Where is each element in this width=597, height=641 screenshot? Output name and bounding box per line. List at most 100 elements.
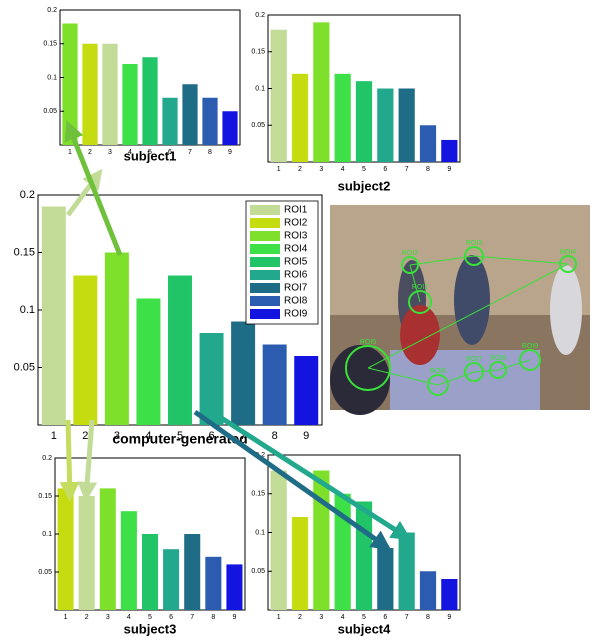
bar	[335, 74, 351, 162]
y-tick-label: 0.1	[255, 529, 265, 536]
legend-swatch	[250, 218, 280, 228]
bar	[271, 30, 287, 162]
x-tick-label: 6	[383, 166, 387, 173]
y-tick-label: 0.05	[251, 568, 265, 575]
bar	[102, 44, 117, 145]
photo-person	[454, 255, 490, 345]
bar	[142, 57, 157, 145]
x-tick-label: 4	[341, 166, 345, 173]
photo-person	[550, 265, 582, 355]
x-tick-label: 5	[148, 614, 152, 621]
chart-title: subject2	[338, 178, 391, 193]
x-tick-label: 2	[82, 430, 88, 442]
x-tick-label: 5	[362, 614, 366, 621]
roi-label: ROI1	[412, 284, 428, 291]
x-tick-label: 1	[277, 166, 281, 173]
legend-swatch	[250, 244, 280, 254]
roi-label: ROI8	[490, 355, 506, 362]
roi-label: ROI4	[560, 249, 576, 256]
photo-person	[330, 345, 390, 415]
roi-label: ROI7	[466, 356, 482, 363]
x-tick-label: 3	[106, 614, 110, 621]
x-tick-label: 7	[188, 149, 192, 156]
y-tick-label: 0.2	[42, 455, 52, 462]
y-tick-label: 0.05	[14, 361, 35, 373]
x-tick-label: 9	[232, 614, 236, 621]
y-tick-label: 0.2	[255, 12, 265, 19]
bar	[105, 253, 129, 426]
bar	[441, 579, 457, 610]
x-tick-label: 2	[298, 166, 302, 173]
y-tick-label: 0.1	[20, 304, 35, 316]
bar	[182, 84, 197, 145]
x-tick-label: 8	[426, 166, 430, 173]
legend-swatch	[250, 231, 280, 241]
x-tick-label: 3	[319, 614, 323, 621]
bar	[377, 548, 393, 610]
y-tick-label: 0.05	[43, 108, 57, 115]
figure: 1234567890.050.10.150.2subject1123456789…	[0, 0, 597, 641]
photo: ROI1ROI2ROI3ROI4ROI5ROI6ROI7ROI8ROI9	[330, 205, 590, 415]
y-tick-label: 0.15	[14, 246, 35, 258]
bar	[82, 44, 97, 145]
bar	[184, 534, 200, 610]
x-tick-label: 8	[426, 614, 430, 621]
legend-swatch	[250, 270, 280, 280]
bar	[377, 89, 393, 163]
legend-swatch	[250, 309, 280, 319]
chart-title: subject4	[338, 621, 392, 636]
x-tick-label: 4	[341, 614, 345, 621]
chart: 1234567890.050.10.150.2subject2	[251, 12, 460, 194]
y-tick-label: 0.2	[20, 189, 35, 201]
bar	[441, 140, 457, 162]
bar	[420, 571, 436, 610]
bar	[420, 125, 436, 162]
legend-swatch	[250, 283, 280, 293]
x-tick-label: 1	[51, 430, 57, 442]
bar	[356, 81, 372, 162]
x-tick-label: 8	[211, 614, 215, 621]
x-tick-label: 9	[303, 430, 309, 442]
roi-label: ROI3	[466, 240, 482, 247]
legend-label: ROI5	[284, 257, 308, 268]
bar	[294, 356, 318, 425]
legend-label: ROI8	[284, 296, 308, 307]
roi-label: ROI9	[522, 343, 538, 350]
bar	[79, 496, 95, 610]
bar	[231, 322, 255, 426]
bar	[271, 471, 287, 611]
bar	[313, 471, 329, 611]
y-tick-label: 0.1	[47, 74, 57, 81]
bar	[200, 333, 224, 425]
bar	[100, 488, 116, 610]
legend-swatch	[250, 205, 280, 215]
x-tick-label: 2	[298, 614, 302, 621]
bar	[142, 534, 158, 610]
chart-title: subject3	[124, 621, 177, 636]
x-tick-label: 1	[64, 614, 68, 621]
bar	[399, 89, 415, 163]
bar	[205, 557, 221, 610]
x-tick-label: 7	[190, 614, 194, 621]
legend-label: ROI9	[284, 309, 308, 320]
x-tick-label: 9	[228, 149, 232, 156]
x-tick-label: 7	[405, 166, 409, 173]
y-tick-label: 0.15	[38, 493, 52, 500]
bar	[399, 533, 415, 611]
y-tick-label: 0.15	[251, 491, 265, 498]
bar	[168, 276, 192, 426]
bar	[263, 345, 287, 426]
x-tick-label: 2	[88, 149, 92, 156]
bar	[292, 517, 308, 610]
legend-label: ROI7	[284, 283, 308, 294]
x-tick-label: 6	[383, 614, 387, 621]
bar	[42, 207, 66, 426]
bar	[226, 564, 242, 610]
bar	[163, 549, 179, 610]
chart: 1234567890.050.10.150.2computer-generate…	[14, 189, 322, 447]
y-tick-label: 0.05	[38, 569, 52, 576]
bar	[136, 299, 160, 426]
bar	[356, 502, 372, 611]
y-tick-label: 0.15	[251, 49, 265, 56]
